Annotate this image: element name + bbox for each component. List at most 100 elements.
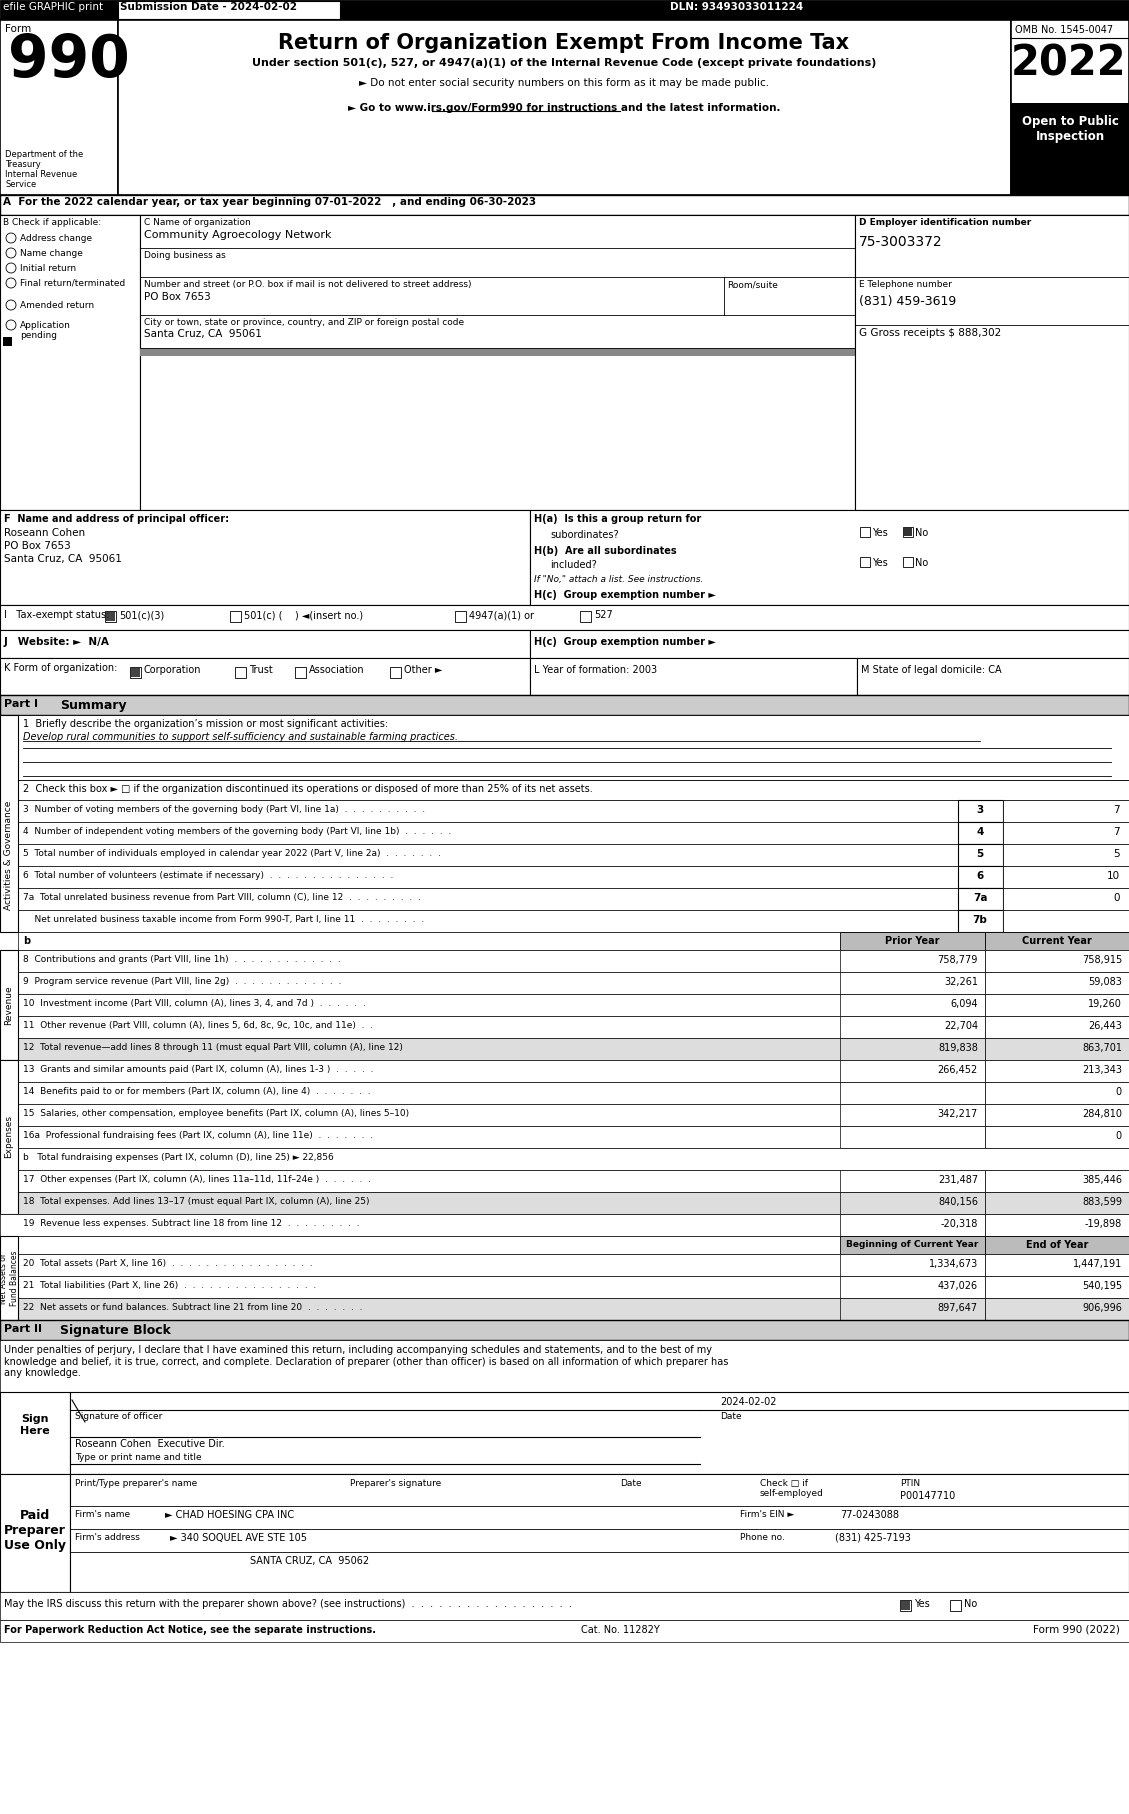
- Text: If "No," attach a list. See instructions.: If "No," attach a list. See instructions…: [534, 575, 703, 584]
- Bar: [18, 1059, 1129, 1081]
- Bar: [18, 1192, 1129, 1214]
- Text: Form 990 (2022): Form 990 (2022): [1033, 1625, 1120, 1634]
- Text: Print/Type preparer's name: Print/Type preparer's name: [75, 1478, 198, 1487]
- Text: 10  Investment income (Part VIII, column (A), lines 3, 4, and 7d )  .  .  .  .  : 10 Investment income (Part VIII, column …: [23, 1000, 366, 1009]
- Text: B Check if applicable:: B Check if applicable:: [3, 218, 102, 227]
- Text: Phone no.: Phone no.: [739, 1533, 785, 1542]
- Text: H(c)  Group exemption number ►: H(c) Group exemption number ►: [534, 590, 716, 600]
- Bar: [18, 1016, 1129, 1038]
- Text: PO Box 7653: PO Box 7653: [5, 541, 71, 551]
- Text: Department of the: Department of the: [5, 151, 84, 160]
- Bar: [840, 1235, 984, 1253]
- Text: 758,779: 758,779: [937, 954, 978, 965]
- Text: efile GRAPHIC print: efile GRAPHIC print: [3, 2, 103, 13]
- Text: 17  Other expenses (Part IX, column (A), lines 11a–11d, 11f–24e )  .  .  .  .  .: 17 Other expenses (Part IX, column (A), …: [23, 1175, 371, 1185]
- Bar: [984, 1059, 1129, 1081]
- Text: 14  Benefits paid to or for members (Part IX, column (A), line 4)  .  .  .  .  .: 14 Benefits paid to or for members (Part…: [23, 1087, 370, 1096]
- Text: 6,094: 6,094: [951, 1000, 978, 1009]
- Text: Submission Date - 2024-02-02: Submission Date - 2024-02-02: [120, 2, 297, 13]
- Bar: [18, 1235, 1129, 1253]
- Text: Cat. No. 11282Y: Cat. No. 11282Y: [580, 1625, 659, 1634]
- Text: Yes: Yes: [872, 559, 887, 568]
- Text: 59,083: 59,083: [1088, 978, 1122, 987]
- Text: J   Website: ►  N/A: J Website: ► N/A: [5, 637, 110, 648]
- Text: Form: Form: [5, 24, 32, 34]
- Text: Application
pending: Application pending: [20, 321, 71, 341]
- Text: City or town, state or province, country, and ZIP or foreign postal code: City or town, state or province, country…: [145, 317, 464, 327]
- Bar: [959, 800, 1003, 822]
- Bar: [0, 20, 119, 194]
- Bar: [70, 1475, 1129, 1593]
- Text: self-employed: self-employed: [760, 1489, 824, 1498]
- Bar: [18, 994, 1129, 1016]
- Text: 0: 0: [1115, 1130, 1122, 1141]
- Bar: [840, 1126, 984, 1148]
- Bar: [984, 1038, 1129, 1059]
- Text: -19,898: -19,898: [1085, 1219, 1122, 1230]
- Bar: [0, 216, 140, 510]
- Text: Firm's name: Firm's name: [75, 1509, 130, 1518]
- Text: 7a  Total unrelated business revenue from Part VIII, column (C), line 12  .  .  : 7a Total unrelated business revenue from…: [23, 892, 421, 902]
- Bar: [984, 951, 1129, 972]
- Bar: [860, 557, 870, 568]
- Text: Prior Year: Prior Year: [885, 936, 939, 945]
- Text: No: No: [964, 1598, 978, 1609]
- Text: 10: 10: [1106, 871, 1120, 882]
- Text: Part I: Part I: [5, 698, 38, 709]
- Bar: [949, 1600, 961, 1611]
- Bar: [1010, 103, 1129, 194]
- Text: Name change: Name change: [20, 249, 82, 258]
- Bar: [959, 889, 1003, 911]
- Bar: [295, 668, 306, 678]
- Text: 906,996: 906,996: [1082, 1302, 1122, 1313]
- Bar: [904, 528, 912, 535]
- Bar: [140, 348, 855, 356]
- Text: Summary: Summary: [60, 698, 126, 713]
- Bar: [984, 1253, 1129, 1275]
- Text: 266,452: 266,452: [938, 1065, 978, 1076]
- Bar: [840, 994, 984, 1016]
- Bar: [903, 528, 913, 537]
- Text: C Name of organization: C Name of organization: [145, 218, 251, 227]
- Text: 21  Total liabilities (Part X, line 26)  .  .  .  .  .  .  .  .  .  .  .  .  .  : 21 Total liabilities (Part X, line 26) .…: [23, 1281, 316, 1290]
- Bar: [984, 1214, 1129, 1235]
- Text: D Employer identification number: D Employer identification number: [859, 218, 1031, 227]
- Text: Association: Association: [309, 666, 365, 675]
- Bar: [18, 822, 1129, 844]
- Bar: [105, 611, 116, 622]
- Text: 11  Other revenue (Part VIII, column (A), lines 5, 6d, 8c, 9c, 10c, and 11e)  . : 11 Other revenue (Part VIII, column (A),…: [23, 1021, 373, 1030]
- Text: 4947(a)(1) or: 4947(a)(1) or: [469, 610, 534, 620]
- Text: H(b)  Are all subordinates: H(b) Are all subordinates: [534, 546, 676, 557]
- Text: Firm's EIN ►: Firm's EIN ►: [739, 1509, 794, 1518]
- Text: Expenses: Expenses: [5, 1116, 14, 1159]
- Text: Signature of officer: Signature of officer: [75, 1411, 163, 1420]
- Bar: [840, 951, 984, 972]
- Bar: [0, 1321, 1129, 1341]
- Text: 9  Program service revenue (Part VIII, line 2g)  .  .  .  .  .  .  .  .  .  .  .: 9 Program service revenue (Part VIII, li…: [23, 978, 341, 987]
- Text: Community Agroecology Network: Community Agroecology Network: [145, 230, 332, 239]
- Bar: [984, 972, 1129, 994]
- Text: ► CHAD HOESING CPA INC: ► CHAD HOESING CPA INC: [165, 1509, 295, 1520]
- Text: 863,701: 863,701: [1082, 1043, 1122, 1052]
- Text: 3  Number of voting members of the governing body (Part VI, line 1a)  .  .  .  .: 3 Number of voting members of the govern…: [23, 805, 426, 814]
- Text: 77-0243088: 77-0243088: [840, 1509, 899, 1520]
- Text: Yes: Yes: [872, 528, 887, 539]
- Bar: [235, 668, 246, 678]
- Text: 5: 5: [977, 849, 983, 860]
- Text: Under penalties of perjury, I declare that I have examined this return, includin: Under penalties of perjury, I declare th…: [5, 1344, 728, 1379]
- Bar: [984, 1126, 1129, 1148]
- Bar: [18, 1275, 1129, 1299]
- Text: 527: 527: [594, 610, 613, 620]
- Bar: [0, 20, 1129, 194]
- Bar: [18, 1253, 1129, 1275]
- Text: 2024-02-02: 2024-02-02: [720, 1397, 777, 1408]
- Text: PO Box 7653: PO Box 7653: [145, 292, 211, 301]
- Text: Current Year: Current Year: [1022, 936, 1092, 945]
- Text: Firm's address: Firm's address: [75, 1533, 140, 1542]
- Text: subordinates?: subordinates?: [550, 530, 619, 541]
- Text: Under section 501(c), 527, or 4947(a)(1) of the Internal Revenue Code (except pr: Under section 501(c), 527, or 4947(a)(1)…: [252, 58, 876, 67]
- Text: 22,704: 22,704: [944, 1021, 978, 1030]
- Bar: [0, 658, 530, 695]
- Text: F  Name and address of principal officer:: F Name and address of principal officer:: [5, 513, 229, 524]
- Bar: [1003, 844, 1129, 865]
